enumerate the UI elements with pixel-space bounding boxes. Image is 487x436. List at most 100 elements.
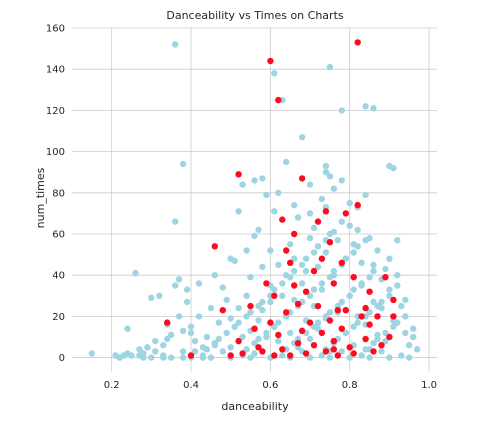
data-point bbox=[350, 350, 357, 357]
data-point bbox=[298, 280, 306, 287]
data-point bbox=[322, 348, 330, 355]
data-point bbox=[362, 335, 369, 343]
data-point bbox=[338, 259, 345, 266]
data-point bbox=[227, 315, 234, 322]
data-point bbox=[394, 237, 401, 244]
data-point bbox=[168, 331, 175, 339]
data-point bbox=[239, 181, 246, 188]
x-tick-label: 0.4 bbox=[183, 380, 199, 391]
series-highlight bbox=[164, 39, 397, 359]
data-point bbox=[382, 329, 389, 337]
y-tick-label: 80 bbox=[52, 188, 65, 199]
data-point bbox=[231, 323, 238, 330]
data-point bbox=[326, 173, 334, 180]
data-point bbox=[330, 185, 337, 192]
data-point bbox=[386, 255, 393, 262]
data-point bbox=[160, 342, 167, 349]
data-point bbox=[179, 160, 187, 168]
data-point bbox=[219, 348, 226, 355]
data-point bbox=[370, 340, 377, 347]
data-point bbox=[346, 199, 353, 207]
data-point bbox=[302, 288, 310, 295]
data-point bbox=[398, 302, 405, 310]
data-point bbox=[386, 286, 393, 293]
data-point bbox=[298, 327, 306, 334]
data-point bbox=[378, 298, 385, 306]
data-point bbox=[302, 350, 310, 357]
data-point bbox=[314, 218, 322, 225]
data-point bbox=[318, 255, 326, 262]
data-point bbox=[267, 247, 274, 254]
data-point bbox=[326, 63, 334, 71]
x-tick-label: 1.0 bbox=[421, 380, 437, 391]
data-point bbox=[334, 307, 341, 314]
data-point bbox=[310, 224, 318, 231]
data-point bbox=[394, 282, 401, 289]
data-point bbox=[378, 342, 385, 349]
data-point bbox=[243, 313, 250, 320]
data-point bbox=[390, 296, 397, 304]
data-point bbox=[298, 134, 306, 141]
data-point bbox=[255, 317, 262, 324]
data-point bbox=[88, 350, 96, 357]
data-point bbox=[334, 352, 341, 359]
data-point bbox=[183, 298, 191, 306]
data-point bbox=[195, 313, 203, 320]
data-point bbox=[366, 321, 373, 328]
data-point bbox=[370, 105, 377, 112]
data-point bbox=[279, 280, 286, 287]
data-point bbox=[310, 249, 318, 256]
data-point bbox=[326, 354, 334, 361]
data-point bbox=[172, 41, 179, 48]
data-point bbox=[259, 175, 266, 182]
data-point bbox=[168, 354, 175, 361]
data-point bbox=[318, 195, 326, 203]
data-point bbox=[283, 247, 290, 254]
data-point bbox=[346, 354, 353, 361]
data-point bbox=[326, 309, 334, 316]
data-point bbox=[346, 292, 353, 299]
data-point bbox=[275, 337, 282, 345]
data-point bbox=[338, 107, 345, 114]
data-point bbox=[275, 319, 282, 326]
data-point bbox=[330, 337, 337, 345]
data-point bbox=[291, 296, 298, 304]
data-point bbox=[207, 304, 215, 312]
data-point bbox=[271, 70, 278, 77]
data-point bbox=[314, 302, 322, 310]
data-point bbox=[124, 325, 131, 332]
data-point bbox=[271, 208, 278, 215]
data-point bbox=[370, 261, 377, 269]
data-point bbox=[267, 298, 274, 306]
data-point bbox=[370, 298, 377, 306]
data-point bbox=[271, 352, 278, 359]
data-point bbox=[330, 267, 337, 275]
data-point bbox=[310, 267, 318, 275]
data-point bbox=[144, 344, 151, 351]
data-point bbox=[251, 340, 258, 347]
data-point bbox=[342, 210, 349, 217]
data-point bbox=[291, 282, 298, 289]
data-point bbox=[255, 226, 262, 234]
x-tick-label: 0.6 bbox=[262, 380, 278, 391]
y-tick-label: 0 bbox=[59, 353, 65, 364]
data-point bbox=[306, 210, 314, 217]
data-point bbox=[175, 276, 183, 283]
data-point bbox=[354, 226, 361, 234]
data-point bbox=[251, 177, 258, 184]
data-point bbox=[306, 292, 314, 299]
data-point bbox=[322, 313, 330, 320]
grid bbox=[72, 27, 437, 372]
data-point bbox=[136, 346, 143, 353]
data-point bbox=[227, 344, 234, 351]
data-point bbox=[374, 335, 381, 343]
data-point bbox=[354, 319, 361, 326]
data-point bbox=[326, 239, 334, 246]
data-point bbox=[354, 39, 361, 46]
data-point bbox=[402, 313, 409, 320]
data-point bbox=[247, 274, 254, 281]
data-point bbox=[175, 313, 183, 320]
data-point bbox=[223, 329, 230, 337]
data-point bbox=[350, 274, 357, 281]
data-point bbox=[370, 267, 377, 275]
